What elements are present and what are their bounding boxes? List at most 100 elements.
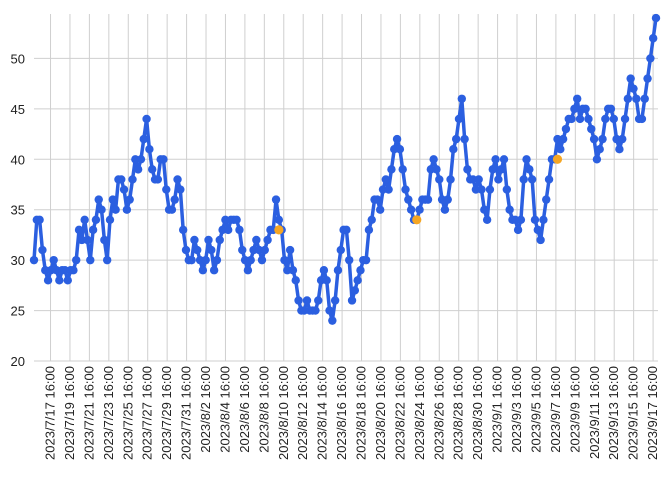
highlight-point [274,225,284,235]
data-point [271,195,281,204]
x-tick-label: 2023/8/20 16:00 [373,366,388,460]
data-point [637,114,647,124]
x-tick-label: 2023/8/18 16:00 [354,366,369,460]
data-point [29,255,39,265]
data-point [364,225,374,235]
data-point [497,165,506,174]
data-point [108,195,118,204]
y-tick-label: 25 [11,304,25,319]
data-point [288,266,298,275]
data-point [609,114,618,124]
x-tick-label: 2023/9/11 16:00 [587,366,602,459]
data-point [477,185,486,194]
y-axis-tick-labels: 20 25 30 35 40 45 50 [11,51,25,369]
data-point [38,245,47,255]
data-point [502,185,512,194]
data-point [80,215,89,224]
data-point [626,74,635,83]
y-tick-label: 45 [11,102,25,117]
data-point [94,195,103,204]
x-tick-label: 2023/8/4 16:00 [217,366,232,453]
x-tick-label: 2023/9/3 16:00 [509,366,524,453]
data-point [162,185,171,194]
data-point [570,104,579,114]
data-point [74,225,84,235]
data-point [139,134,148,144]
data-point [629,84,638,93]
y-tick-label: 50 [11,51,25,66]
data-point [333,266,343,275]
data-point [72,255,81,265]
data-point [558,134,568,144]
x-tick-label: 2023/7/21 16:00 [81,366,96,460]
data-point [102,255,112,265]
data-point [530,215,540,224]
x-tick-label: 2023/9/9 16:00 [567,366,582,453]
data-point [544,175,554,184]
data-point [575,114,585,124]
x-tick-label: 2023/8/8 16:00 [256,366,271,453]
data-point [86,255,95,265]
data-point [606,104,616,114]
y-tick-label: 40 [11,152,25,167]
data-point [488,165,497,174]
x-tick-label: 2023/7/19 16:00 [62,366,77,460]
data-point [384,185,393,194]
data-point [319,266,329,275]
data-point [167,205,177,214]
data-point [105,215,115,224]
data-point [443,195,452,204]
data-point [128,175,137,184]
data-point [381,175,391,184]
data-point [117,175,126,184]
data-point [91,215,101,224]
data-point [350,286,360,295]
data-point [404,195,413,204]
data-point [122,205,132,214]
data-point [398,165,407,174]
data-point [474,175,483,184]
data-point [159,155,168,164]
y-tick-label: 20 [11,354,25,369]
data-point [572,94,582,103]
x-tick-label: 2023/9/7 16:00 [548,366,563,453]
data-point [533,225,542,235]
data-point [373,195,382,204]
data-point [190,235,199,245]
data-point [460,134,469,144]
data-point [181,245,191,255]
data-point [170,195,179,204]
data-point [133,165,143,174]
data-point [536,235,545,245]
data-point [356,266,365,275]
data-point [142,114,151,124]
data-point [505,205,514,214]
data-point [260,245,269,255]
data-point [446,175,455,184]
data-point [527,175,537,184]
data-point [173,175,182,184]
data-point [589,134,599,144]
x-tick-label: 2023/8/10 16:00 [276,366,291,460]
data-point [100,235,109,245]
x-tick-label: 2023/9/17 16:00 [645,366,660,460]
data-point [623,94,633,103]
data-point [238,245,247,255]
data-point [432,165,441,174]
data-point [246,255,255,265]
data-point [423,195,433,204]
x-tick-label: 2023/7/31 16:00 [179,366,194,460]
data-point [367,215,376,224]
data-point [519,175,528,184]
data-point [294,296,303,305]
data-point [342,225,351,235]
data-point [429,155,438,164]
data-point [111,205,120,214]
data-point [482,215,492,224]
data-point [457,94,467,103]
data-point [499,155,509,164]
data-point [198,266,208,275]
data-point [97,205,106,214]
data-point [347,296,357,305]
data-point [280,255,289,265]
